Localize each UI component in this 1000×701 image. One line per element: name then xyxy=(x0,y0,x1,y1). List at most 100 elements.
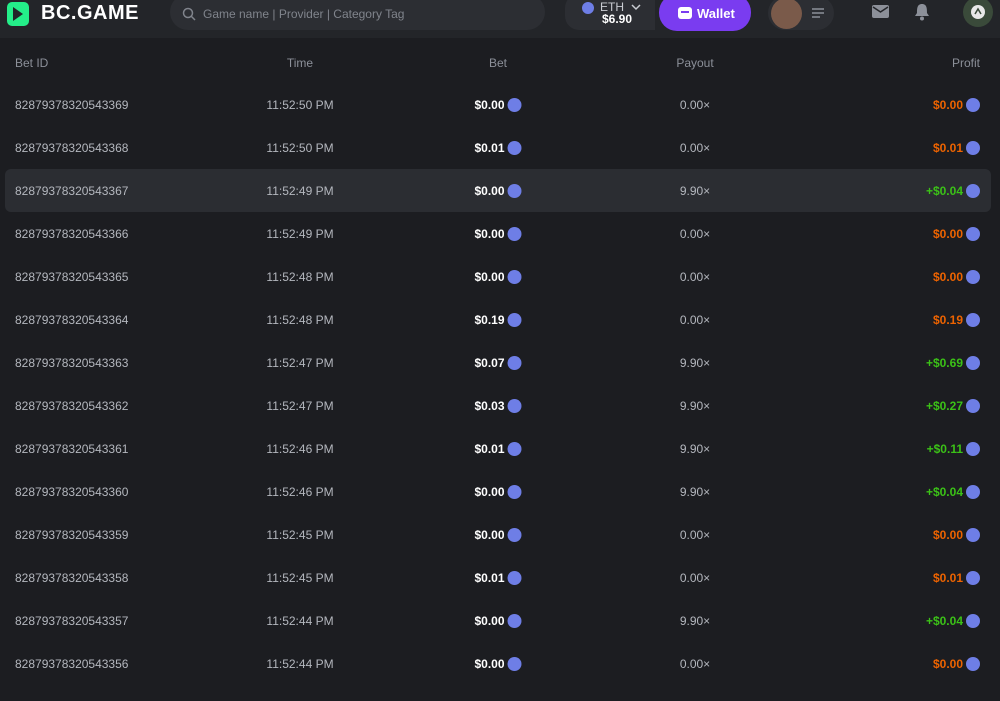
bet-amount-cell: $0.07 xyxy=(474,356,522,370)
bet-amount: $0.01 xyxy=(474,442,505,456)
bet-amount: $0.01 xyxy=(474,141,505,155)
profit-cell: $0.00 xyxy=(933,270,980,284)
payout: 0.00× xyxy=(679,270,711,284)
bet-amount-cell: $0.01 xyxy=(474,571,522,585)
bet-row[interactable]: 82879378320543365 11:52:48 PM $0.00 0.00× $0… xyxy=(5,255,991,298)
bet-amount-cell: $0.00 xyxy=(474,485,522,499)
bet-id: 82879378320543361 xyxy=(15,442,129,456)
bet-amount-cell: $0.19 xyxy=(474,313,522,327)
avatar[interactable] xyxy=(771,0,802,29)
time: 11:52:50 PM xyxy=(266,141,334,155)
bet-id-cell: 82879378320543359 xyxy=(15,528,128,542)
time-cell: 11:52:44 PM xyxy=(266,657,333,671)
bet-row[interactable]: 82879378320543363 11:52:47 PM $0.07 9.90× +$… xyxy=(5,341,991,384)
profit: $0.01 xyxy=(932,571,963,585)
bet-id: 82879378320543368 xyxy=(15,141,129,155)
bet-row[interactable]: 82879378320543359 11:52:45 PM $0.00 0.00× $0… xyxy=(5,513,991,556)
bet-row[interactable]: 82879378320543360 11:52:46 PM $0.00 9.90× +$… xyxy=(5,470,991,513)
time: 11:52:45 PM xyxy=(266,571,334,585)
bet-id: 82879378320543367 xyxy=(15,184,129,198)
time: 11:52:49 PM xyxy=(266,227,334,241)
bell-icon[interactable] xyxy=(914,3,930,21)
wallet-button[interactable]: Wallet xyxy=(659,0,751,31)
payout: 0.00× xyxy=(679,313,711,327)
eth-icon xyxy=(966,657,980,671)
eth-icon xyxy=(582,2,594,14)
payout: 0.00× xyxy=(679,141,711,155)
eth-icon xyxy=(966,614,980,628)
payout-cell: 9.90× xyxy=(680,356,710,370)
column-header: Time xyxy=(286,56,314,70)
chat-button[interactable] xyxy=(963,0,993,27)
bet-amount-cell: $0.00 xyxy=(474,270,522,284)
eth-icon xyxy=(507,184,522,198)
profit-cell: +$0.04 xyxy=(926,184,980,198)
profile-box[interactable] xyxy=(768,0,834,30)
balance-box[interactable]: ETH $6.90 xyxy=(565,0,655,30)
eth-icon xyxy=(507,528,522,542)
bet-amount-cell: $0.00 xyxy=(474,184,522,198)
bet-id-cell: 82879378320543367 xyxy=(15,184,128,198)
profit-cell: $0.01 xyxy=(933,571,980,585)
time: 11:52:47 PM xyxy=(266,399,334,413)
bet-id: 82879378320543362 xyxy=(15,399,129,413)
bet-id-cell: 82879378320543356 xyxy=(15,657,128,671)
bet-id: 82879378320543366 xyxy=(15,227,129,241)
bet-id: 82879378320543365 xyxy=(15,270,129,284)
profit: +$0.04 xyxy=(925,485,963,499)
logo-icon xyxy=(7,2,29,26)
profit-cell: +$0.04 xyxy=(926,614,980,628)
mail-icon[interactable] xyxy=(872,5,890,19)
eth-icon xyxy=(966,399,980,413)
bet-row[interactable]: 82879378320543366 11:52:49 PM $0.00 0.00× $0… xyxy=(5,212,991,255)
top-bar: BC.GAME Game name | Provider | Category … xyxy=(0,0,1000,38)
payout-cell: 9.90× xyxy=(680,442,710,456)
column-header: Bet ID xyxy=(15,56,49,70)
bet-row[interactable]: 82879378320543364 11:52:48 PM $0.19 0.00× $0… xyxy=(5,298,991,341)
bet-row[interactable]: 82879378320543357 11:52:44 PM $0.00 9.90× +$… xyxy=(5,599,991,642)
profit: +$0.11 xyxy=(926,442,963,456)
search-box[interactable]: Game name | Provider | Category Tag xyxy=(170,0,545,30)
bet-amount-cell: $0.00 xyxy=(474,657,522,671)
bet-row[interactable]: 82879378320543361 11:52:46 PM $0.01 9.90× +$… xyxy=(5,427,991,470)
bet-id: 82879378320543360 xyxy=(15,485,129,499)
profit: $0.00 xyxy=(932,227,963,241)
logo-text[interactable]: BC.GAME xyxy=(41,2,139,24)
column-header: Profit xyxy=(951,56,980,70)
eth-icon xyxy=(507,227,522,241)
column-header: Bet xyxy=(488,56,508,70)
bet-row[interactable]: 82879378320543367 11:52:49 PM $0.00 9.90× +$… xyxy=(5,169,991,212)
eth-icon xyxy=(966,528,980,542)
profit: $0.01 xyxy=(932,141,963,155)
bet-amount: $0.00 xyxy=(474,485,505,499)
bet-amount: $0.00 xyxy=(474,528,505,542)
time-cell: 11:52:46 PM xyxy=(266,485,333,499)
time-cell: 11:52:47 PM xyxy=(266,399,333,413)
payout: 9.90× xyxy=(679,356,711,370)
payout: 9.90× xyxy=(679,485,711,499)
payout: 9.90× xyxy=(679,442,711,456)
chat-icon xyxy=(971,5,985,19)
menu-icon[interactable] xyxy=(812,8,824,18)
bet-row[interactable]: 82879378320543362 11:52:47 PM $0.03 9.90× +$… xyxy=(5,384,991,427)
payout-cell: 0.00× xyxy=(680,657,710,671)
bet-id-cell: 82879378320543368 xyxy=(15,141,128,155)
bet-row[interactable]: 82879378320543356 11:52:44 PM $0.00 0.00× $0… xyxy=(5,642,991,685)
eth-icon xyxy=(507,98,522,112)
eth-icon xyxy=(507,571,522,585)
profit: $0.00 xyxy=(932,528,963,542)
bet-row[interactable]: 82879378320543369 11:52:50 PM $0.00 0.00× $0… xyxy=(5,83,991,126)
eth-icon xyxy=(966,485,980,499)
balance: $6.90 xyxy=(602,12,633,26)
bet-id: 82879378320543359 xyxy=(15,528,129,542)
bet-id: 82879378320543357 xyxy=(15,614,129,628)
payout: 0.00× xyxy=(679,657,711,671)
bet-amount: $0.01 xyxy=(474,571,505,585)
bet-row[interactable]: 82879378320543358 11:52:45 PM $0.01 0.00× $0… xyxy=(5,556,991,599)
profit: $0.00 xyxy=(932,270,963,284)
bet-id: 82879378320543369 xyxy=(15,98,129,112)
profit-cell: $0.00 xyxy=(933,528,980,542)
eth-icon xyxy=(507,657,522,671)
bet-row[interactable]: 82879378320543368 11:52:50 PM $0.01 0.00× $0… xyxy=(5,126,991,169)
